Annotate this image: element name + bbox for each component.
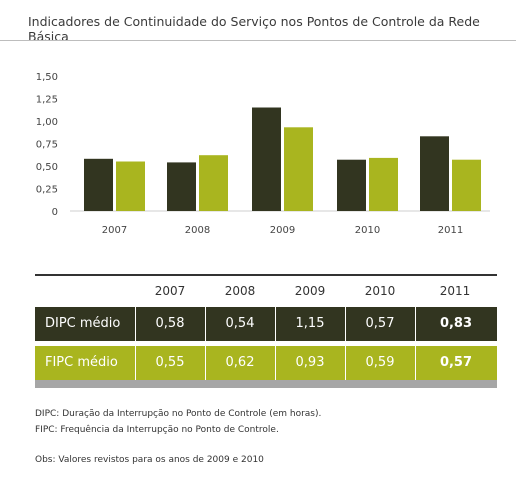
y-tick-label: 1,25	[36, 95, 58, 106]
bar-dipc-2010	[337, 159, 366, 211]
cell-dipc-2011: 0,83	[439, 316, 473, 331]
bar-chart: 1,50 1,25 1,00 0,75 0,50 0,25 0 2007 2008 2009 201…	[36, 72, 490, 236]
y-tick-label: 0,25	[36, 185, 58, 196]
bar-fipc-2011	[452, 159, 481, 211]
x-tick-label: 2007	[102, 225, 127, 236]
cell-fipc-2009: 0,93	[295, 355, 325, 370]
x-tick-label: 2011	[438, 225, 463, 236]
bar-dipc-2009	[252, 107, 281, 211]
row-label-fipc: FIPC médio	[45, 355, 118, 370]
bar-dipc-2011	[420, 136, 449, 211]
cell-separator	[205, 346, 206, 380]
cell-dipc-2008: 0,54	[225, 316, 255, 331]
note-obs: Obs: Valores revistos para os anos de 20…	[35, 455, 264, 465]
cell-separator	[135, 307, 136, 341]
cell-separator	[345, 346, 346, 380]
cell-dipc-2009: 1,15	[295, 316, 325, 331]
cell-dipc-2007: 0,58	[155, 316, 185, 331]
cell-fipc-2008: 0,62	[225, 355, 255, 370]
cell-separator	[345, 307, 346, 341]
y-tick-label: 0	[52, 207, 58, 218]
table-header-2009: 2009	[294, 284, 326, 298]
cell-dipc-2010: 0,57	[365, 316, 395, 331]
y-tick-label: 1,50	[36, 72, 58, 83]
bar-fipc-2008	[199, 155, 228, 211]
y-tick-label: 1,00	[36, 117, 58, 128]
cell-fipc-2011: 0,57	[439, 355, 473, 370]
cell-separator	[415, 346, 416, 380]
cell-separator	[205, 307, 206, 341]
cell-separator	[275, 307, 276, 341]
table-header-2007: 2007	[154, 284, 186, 298]
title-divider	[0, 40, 516, 41]
table-bottom-bar	[35, 380, 497, 388]
table-header-2008: 2008	[224, 284, 256, 298]
row-label-dipc: DIPC médio	[45, 316, 121, 331]
bar-dipc-2008	[167, 162, 196, 211]
bar-fipc-2010	[369, 157, 398, 211]
note-dipc: DIPC: Duração da Interrupção no Ponto de…	[35, 409, 322, 419]
table-row-fipc: FIPC médio 0,55 0,62 0,93 0,59 0,57	[35, 346, 497, 380]
table-top-rule	[35, 274, 497, 276]
cell-separator	[415, 307, 416, 341]
note-fipc: FIPC: Frequência da Interrupção no Ponto…	[35, 425, 279, 435]
x-tick-label: 2009	[270, 225, 295, 236]
table-header-2010: 2010	[364, 284, 396, 298]
table-header-2011: 2011	[439, 284, 471, 298]
cell-separator	[275, 346, 276, 380]
y-tick-label: 0,50	[36, 162, 58, 173]
x-tick-label: 2010	[355, 225, 380, 236]
bar-fipc-2007	[116, 161, 145, 211]
table-row-dipc: DIPC médio 0,58 0,54 1,15 0,57 0,83	[35, 307, 497, 341]
bar-dipc-2007	[84, 158, 113, 211]
x-tick-label: 2008	[185, 225, 210, 236]
y-tick-label: 0,75	[36, 140, 58, 151]
cell-fipc-2007: 0,55	[155, 355, 185, 370]
cell-separator	[135, 346, 136, 380]
bar-fipc-2009	[284, 127, 313, 211]
cell-fipc-2010: 0,59	[365, 355, 395, 370]
